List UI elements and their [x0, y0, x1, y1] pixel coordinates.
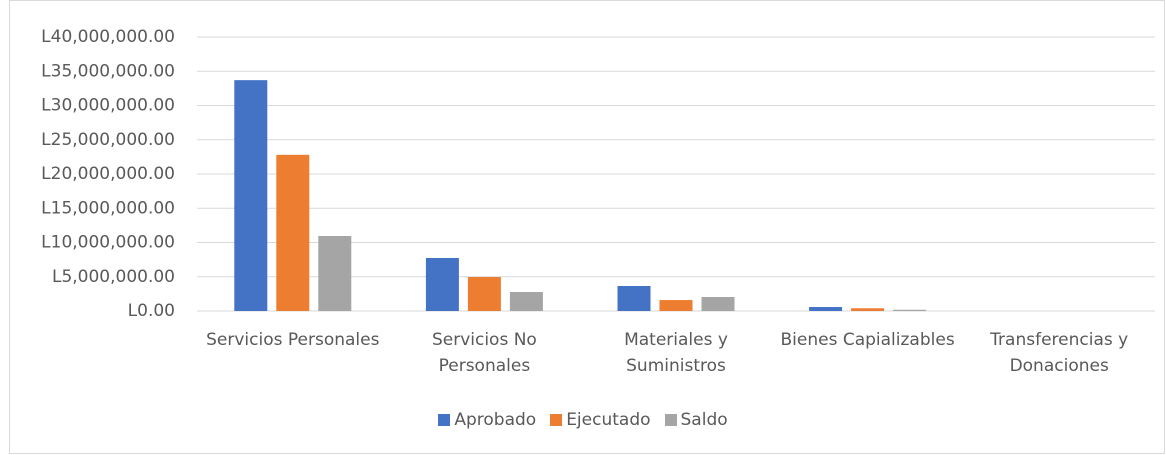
legend-label: Saldo — [680, 410, 728, 430]
legend: Aprobado Ejecutado Saldo — [0, 410, 1166, 430]
bar — [851, 308, 885, 311]
bar — [809, 307, 843, 311]
bar — [276, 154, 310, 311]
bar — [467, 277, 501, 311]
legend-label: Ejecutado — [566, 410, 651, 430]
x-tick-label: Bienes Capializables — [780, 330, 955, 350]
legend-item: Ejecutado — [550, 410, 651, 430]
y-tick-label: L10,000,000.00 — [41, 233, 175, 253]
bar — [425, 257, 459, 311]
y-tick-label: L15,000,000.00 — [41, 198, 175, 218]
x-tick-label: Transferencias y Donaciones — [990, 330, 1129, 376]
y-tick-label: L20,000,000.00 — [41, 164, 175, 184]
y-tick-label: L40,000,000.00 — [41, 27, 175, 47]
legend-item: Saldo — [664, 410, 728, 430]
y-tick-label: L5,000,000.00 — [52, 267, 175, 287]
legend-swatch — [664, 414, 677, 426]
bar — [659, 300, 693, 311]
legend-item: Aprobado — [438, 410, 536, 430]
bar — [318, 235, 352, 311]
bar — [509, 292, 543, 311]
bar — [234, 80, 268, 311]
legend-label: Aprobado — [454, 410, 537, 430]
chart-border — [9, 0, 1165, 454]
y-tick-label: L35,000,000.00 — [41, 61, 175, 81]
legend-swatch — [550, 414, 563, 426]
bar — [617, 285, 651, 311]
bar — [893, 309, 927, 311]
y-tick-label: L30,000,000.00 — [41, 96, 175, 116]
x-tick-label: Servicios Personales — [206, 330, 380, 350]
x-tick-label: Servicios No Personales — [431, 330, 537, 376]
x-tick-label: Materiales y Suministros — [624, 330, 728, 376]
legend-swatch — [438, 414, 451, 426]
y-tick-label: L0.00 — [128, 301, 175, 321]
y-tick-label: L25,000,000.00 — [41, 130, 175, 150]
bar — [701, 297, 735, 311]
